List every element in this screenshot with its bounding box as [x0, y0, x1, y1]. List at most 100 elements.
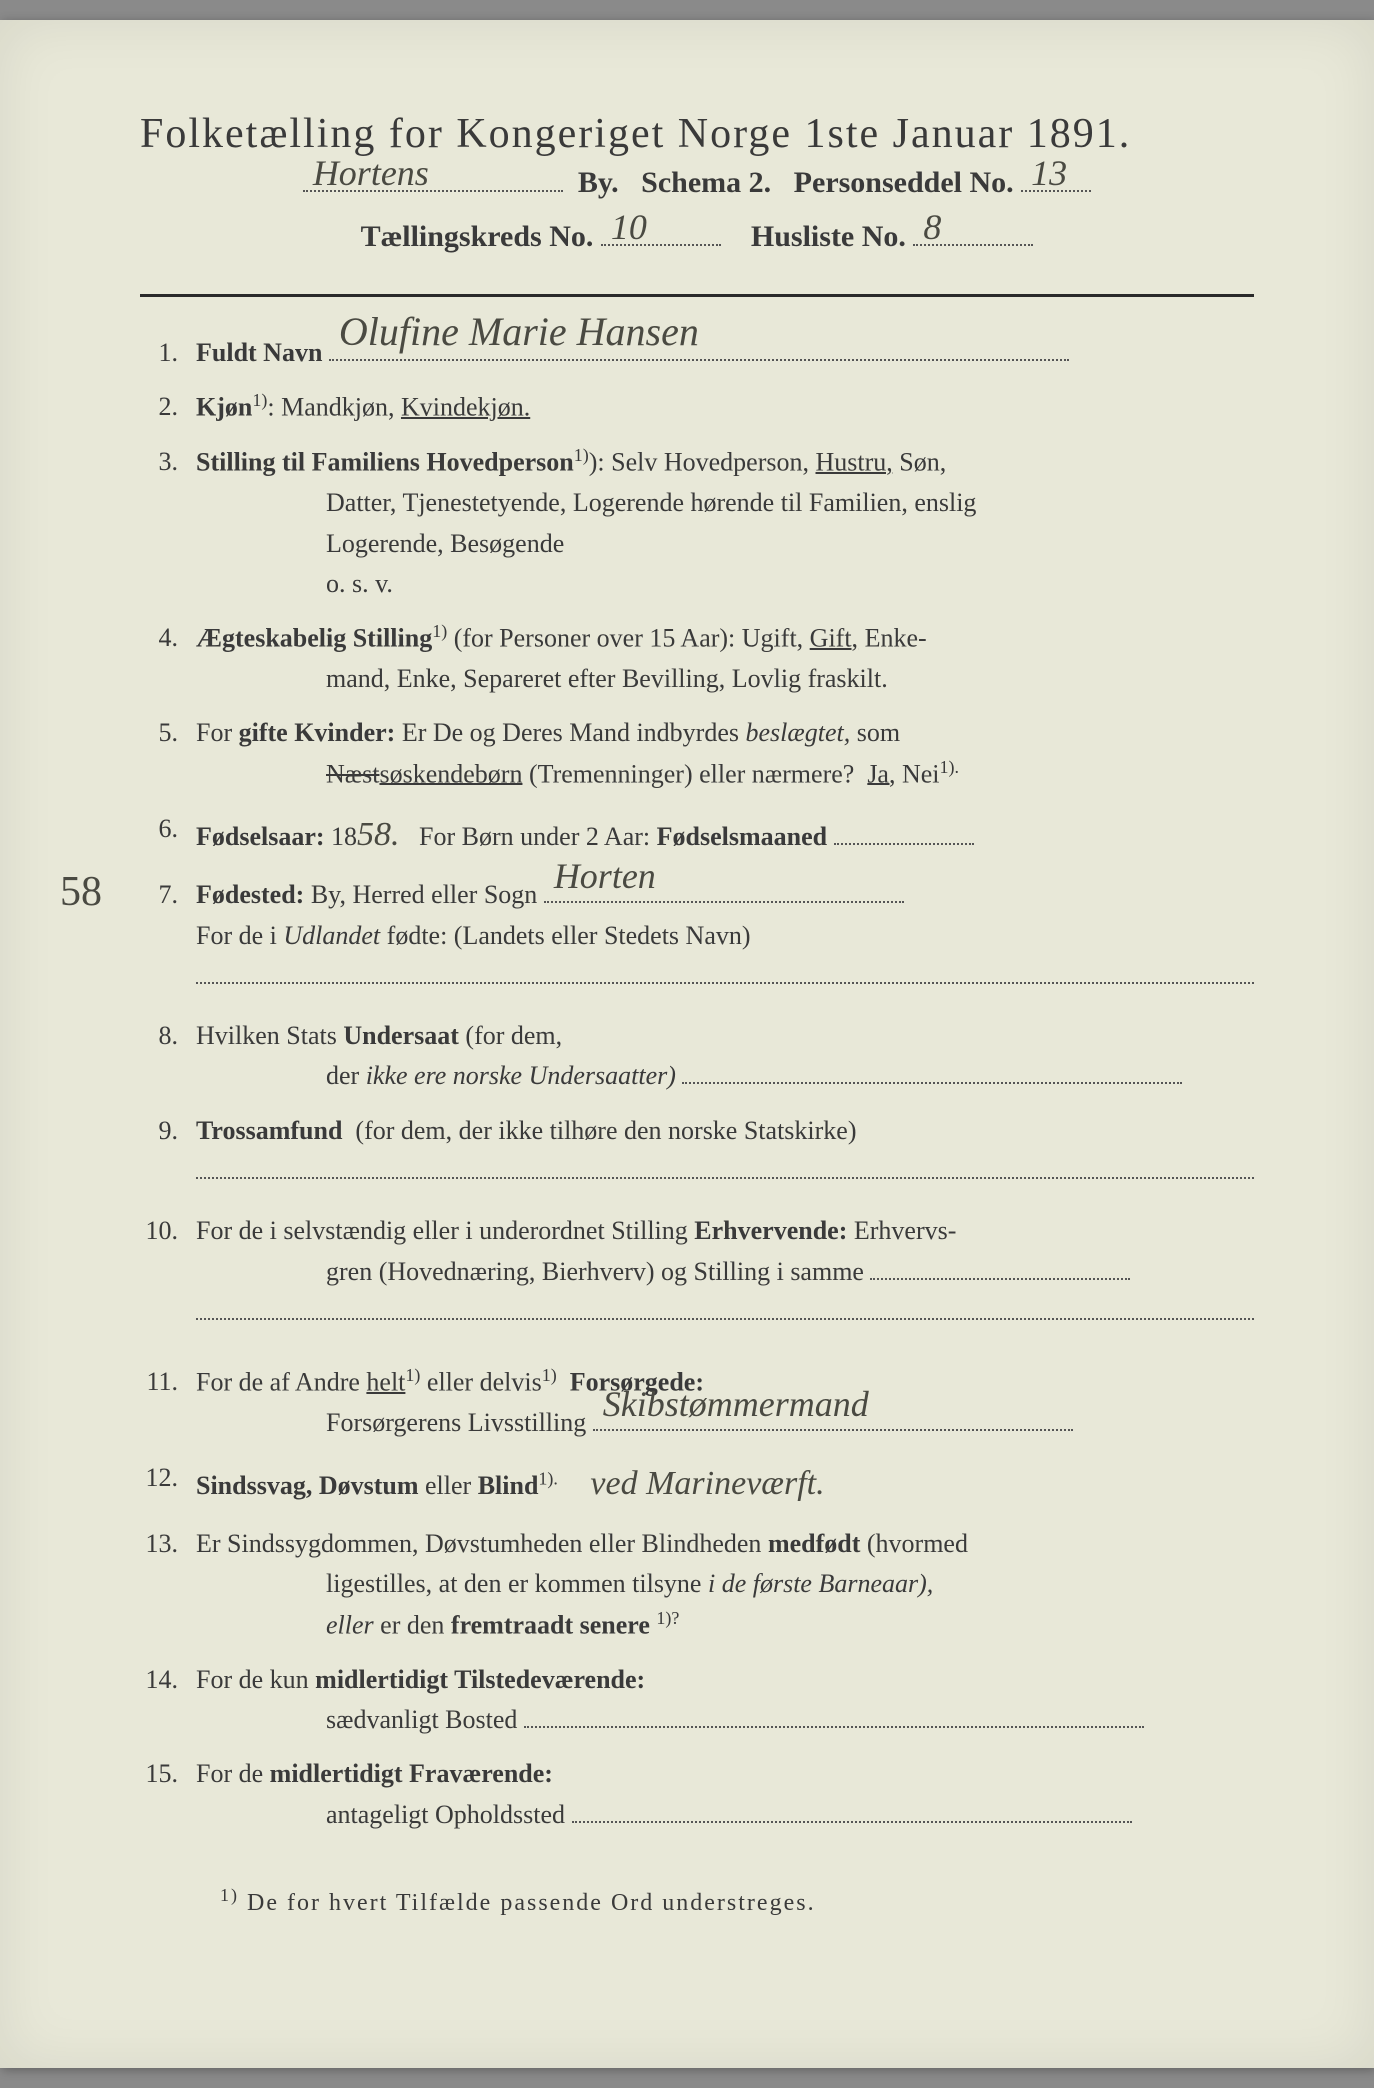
- q5-sup: 1).: [940, 757, 960, 777]
- q5-l2a: Næst: [326, 759, 379, 788]
- kreds-label: Tællingskreds No.: [361, 220, 594, 253]
- personseddel-no: 13: [1031, 152, 1067, 194]
- q13: 13. Er Sindssygdommen, Døvstumheden elle…: [140, 1524, 1254, 1646]
- q5: 5. For gifte Kvinder: Er De og Deres Man…: [140, 713, 1254, 794]
- q5-nei: Nei: [902, 759, 940, 788]
- q13-2b: i de første Barneaar),: [708, 1569, 933, 1598]
- q6: 6. Fødselsaar: 1858. For Børn under 2 Aa…: [140, 809, 1254, 862]
- q6-yh: 58.: [357, 816, 400, 853]
- q11-l2: Forsørgerens Livsstilling: [326, 1408, 586, 1437]
- q8-2a: der: [326, 1061, 359, 1090]
- q3-2: Datter, Tjenestetyende, Logerende hørend…: [196, 483, 1254, 523]
- q13-t1: Er Sindssygdommen, Døvstumheden eller Bl…: [196, 1529, 761, 1558]
- q9-label: Trossamfund: [196, 1116, 342, 1145]
- kreds-field: 10: [601, 220, 721, 246]
- title-year: 1891.: [1027, 111, 1132, 157]
- q4-opt1: Ugift,: [742, 624, 803, 653]
- q9-text: (for dem, der ikke tilhøre den norske St…: [355, 1116, 856, 1145]
- q5-l2c: (Tremenninger) eller nærmere?: [529, 759, 854, 788]
- q11: 11. For de af Andre helt1) eller delvis1…: [140, 1362, 1254, 1443]
- q14-num: 14.: [140, 1660, 196, 1741]
- title-line: Folketælling for Kongeriget Norge 1ste J…: [140, 110, 1254, 158]
- q15-l2: antageligt Opholdssted: [326, 1800, 565, 1829]
- q8-t2: (for dem,: [465, 1021, 562, 1050]
- personseddel-field: 13: [1021, 166, 1091, 192]
- q8-dots: [682, 1066, 1182, 1084]
- q7: 7. Fødested: By, Herred eller Sogn Horte…: [140, 875, 1254, 996]
- q13-l2: fremtraadt senere: [451, 1610, 650, 1639]
- q1-label: Fuldt Navn: [196, 338, 322, 367]
- q4-paren: (for Personer over 15 Aar):: [454, 624, 736, 653]
- q6-dots: [834, 827, 974, 845]
- q7-value: Horten: [554, 849, 656, 905]
- q10-l2: gren (Hovednæring, Bierhverv) og Stillin…: [326, 1257, 864, 1286]
- q1-value: Olufine Marie Hansen: [339, 301, 699, 363]
- q12-text: eller: [425, 1471, 471, 1500]
- q3: 3. Stilling til Familiens Hovedperson1))…: [140, 442, 1254, 604]
- q12: 12. Sindssvag, Døvstum eller Blind1). ve…: [140, 1458, 1254, 1511]
- q12-num: 12.: [140, 1458, 196, 1511]
- q6-yp: 18: [331, 822, 357, 851]
- q5-l2b: søskendebørn: [379, 759, 522, 788]
- divider: [140, 294, 1254, 297]
- q13-num: 13.: [140, 1524, 196, 1646]
- q15-dots: [572, 1805, 1132, 1823]
- q8-label: Undersaat: [343, 1021, 459, 1050]
- q6-l2: Fødselsmaaned: [657, 822, 827, 851]
- q1-num: 1.: [140, 333, 196, 373]
- q10-label: Erhvervende:: [694, 1216, 847, 1245]
- schema-label: Schema 2.: [641, 166, 771, 199]
- q12-blind: Blind: [478, 1471, 539, 1500]
- q5-t1: Er De og Deres Mand indbyrdes: [402, 718, 739, 747]
- q11-field: Skibstømmermand: [593, 1405, 1073, 1431]
- q3-label: Stilling til Familiens Hovedperson: [196, 448, 574, 477]
- q1-field: Olufine Marie Hansen: [329, 335, 1069, 361]
- q14: 14. For de kun midlertidigt Tilstedevære…: [140, 1660, 1254, 1741]
- q5-prefix: For: [196, 718, 232, 747]
- husliste-no: 8: [923, 206, 941, 248]
- q5-ja: Ja,: [867, 759, 895, 788]
- q3-4: o. s. v.: [196, 564, 1254, 604]
- q13-sup: 1)?: [656, 1608, 679, 1628]
- city-value: Hortens: [313, 152, 429, 194]
- q11-t2: eller delvis: [427, 1368, 542, 1397]
- q13-l1: medfødt: [768, 1529, 860, 1558]
- q11-helt: helt: [366, 1368, 405, 1397]
- q10-t2: Erhvervs-: [854, 1216, 957, 1245]
- q13-3a: eller: [326, 1610, 374, 1639]
- q3-num: 3.: [140, 442, 196, 604]
- q7-dots: [196, 964, 1254, 984]
- q12-sup: 1).: [538, 1468, 558, 1488]
- q9: 9. Trossamfund (for dem, der ikke tilhør…: [140, 1111, 1254, 1192]
- footnote: 1) De for hvert Tilfælde passende Ord un…: [140, 1885, 1254, 1917]
- q7-2a: For de i: [196, 921, 277, 950]
- personseddel-label: Personseddel No.: [794, 166, 1014, 199]
- q6-t2: For Børn under 2 Aar:: [419, 822, 650, 851]
- q12-value: ved Marineværft.: [590, 1465, 824, 1502]
- q3-1b: Hustru,: [816, 448, 893, 477]
- q4-sup: 1): [432, 621, 447, 641]
- q10-t1: For de i selvstændig eller i underordnet…: [196, 1216, 688, 1245]
- q11-t1: For de af Andre: [196, 1368, 360, 1397]
- q11-s2: 1): [542, 1365, 557, 1385]
- q7-field: Horten: [544, 877, 904, 903]
- q3-1c: Søn,: [899, 448, 946, 477]
- q9-num: 9.: [140, 1111, 196, 1192]
- q8-2b: ikke ere norske Undersaatter): [366, 1061, 676, 1090]
- q7-text: By, Herred eller Sogn: [311, 880, 537, 909]
- q8: 8. Hvilken Stats Undersaat (for dem, der…: [140, 1016, 1254, 1097]
- q10-dots1: [870, 1262, 1130, 1280]
- q2-num: 2.: [140, 387, 196, 428]
- q7-2b: Udlandet: [283, 921, 380, 950]
- q5-som: som: [857, 718, 900, 747]
- q11-num: 11.: [140, 1362, 196, 1443]
- q15-num: 15.: [140, 1754, 196, 1835]
- husliste-label: Husliste No.: [751, 220, 906, 253]
- q10-dots2: [196, 1300, 1254, 1320]
- husliste-field: 8: [913, 220, 1033, 246]
- q4-opt2: Gift,: [810, 624, 858, 653]
- q13-2a: ligestilles, at den er kommen tilsyne: [326, 1569, 701, 1598]
- q12-label: Sindssvag, Døvstum: [196, 1471, 419, 1500]
- kreds-line: Tællingskreds No. 10 Husliste No. 8: [140, 220, 1254, 254]
- q6-num: 6.: [140, 809, 196, 862]
